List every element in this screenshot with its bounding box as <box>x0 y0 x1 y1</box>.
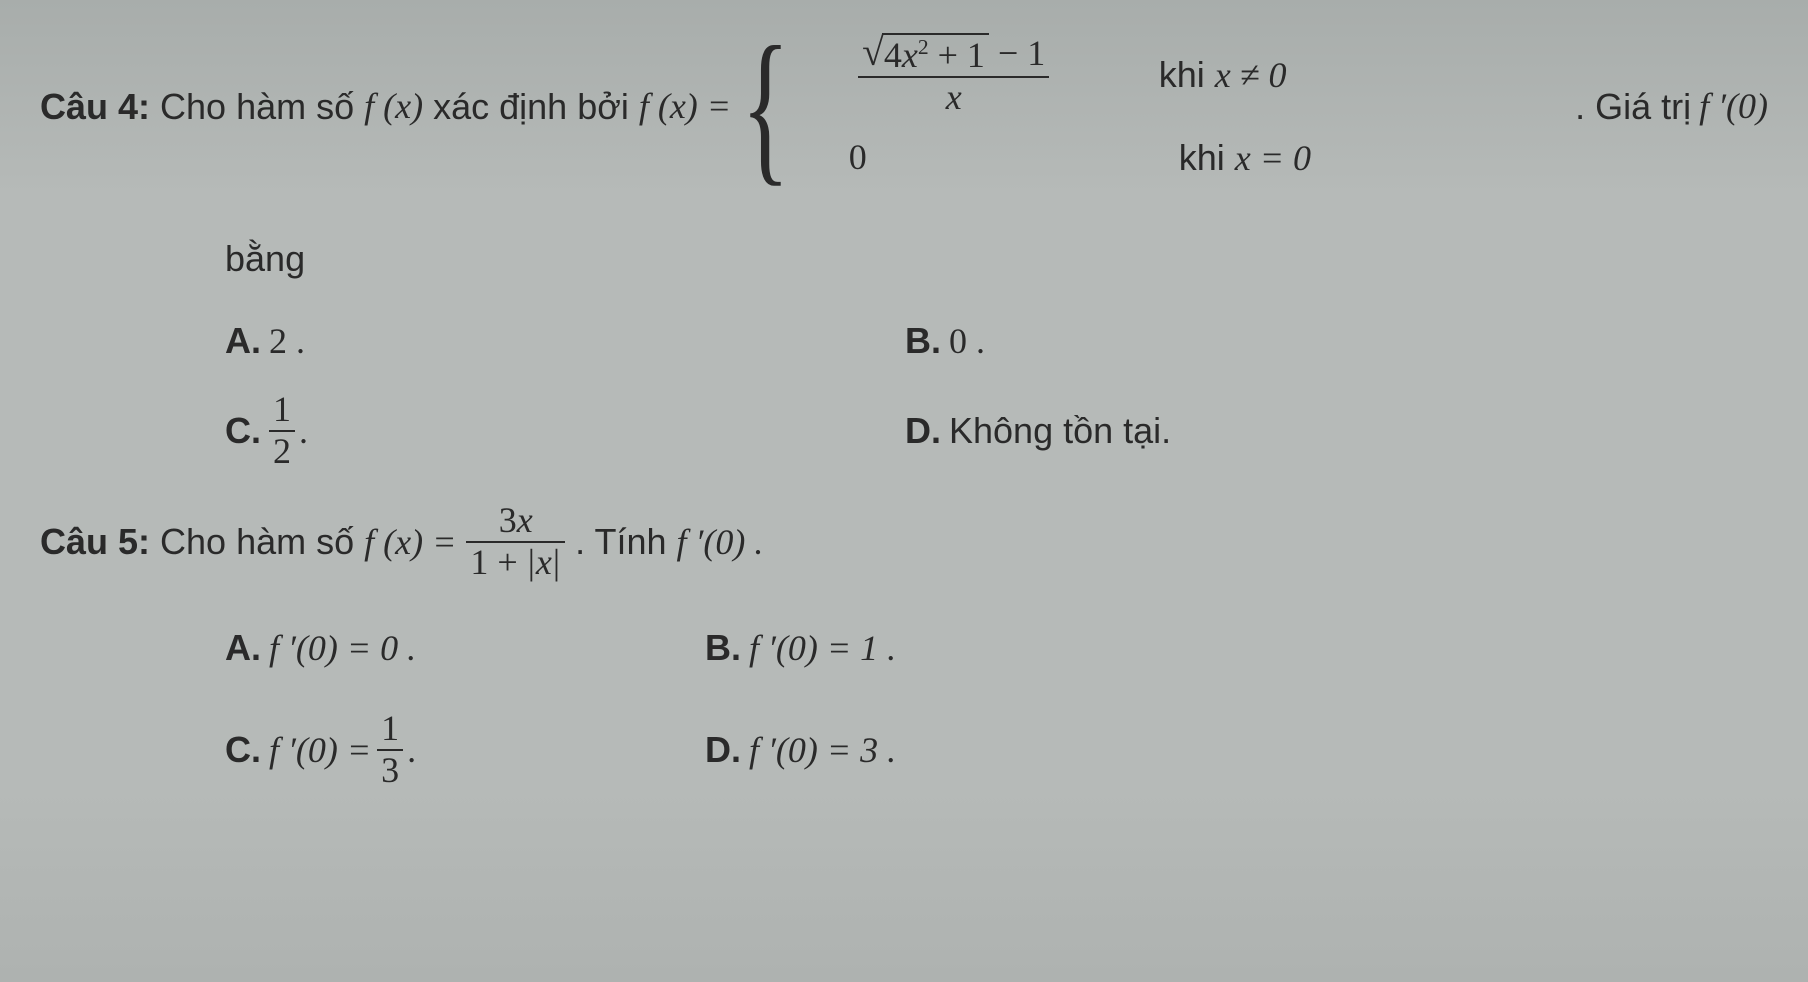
q5-optC-dot: . <box>407 729 416 771</box>
q4-optC-label: C. <box>225 410 261 452</box>
q4-text-before: Cho hàm số <box>160 85 354 128</box>
q5-optC-label: C. <box>225 729 261 771</box>
radicand-exp: 2 <box>918 35 929 59</box>
q5-optC-frac: 1 3 <box>377 709 403 790</box>
q5-den-pre: 1 + <box>470 542 526 582</box>
q5-optB-label: B. <box>705 627 741 669</box>
q5-opt-row-2: C. f ′(0) = 1 3 . D. f ′(0) = 3 . <box>225 709 1768 790</box>
piece1-cond-math: x ≠ 0 <box>1215 55 1287 95</box>
q5-optB-math: f ′(0) = 1 . <box>749 627 896 669</box>
piece1-sqrt: √ 4x2 + 1 <box>862 33 989 76</box>
q4-tail-math: f ′(0) <box>1699 85 1768 128</box>
piece1-den: x <box>942 78 966 118</box>
q5-opt-c: C. f ′(0) = 1 3 . <box>225 709 705 790</box>
q5-optC-num: 1 <box>377 709 403 749</box>
q4-label: Câu 4: <box>40 85 150 128</box>
piece1-after-sqrt: − 1 <box>989 33 1045 73</box>
q4-opt-b: B. 0 . <box>905 320 985 362</box>
q5-optC-lhs: f ′(0) = <box>269 729 371 771</box>
q4-tail-text: . Giá trị <box>1575 85 1691 128</box>
q4-optB-label: B. <box>905 320 941 362</box>
q5-after-frac: . Tính <box>575 521 666 563</box>
q5-frac: 3x 1 + |x| <box>466 501 565 582</box>
q4-fx: f (x) <box>364 85 423 128</box>
q4-optD-label: D. <box>905 410 941 452</box>
q4-options: A. 2 . B. 0 . C. 1 2 . <box>225 320 1768 471</box>
piece1-frac: √ 4x2 + 1 − 1 x <box>858 33 1049 118</box>
radicand-x: x <box>902 35 918 75</box>
abs-l: | <box>527 542 536 582</box>
q4-opt-d: D. Không tồn tại. <box>905 410 1171 452</box>
q5-label: Câu 5: <box>40 521 150 563</box>
radical-sign: √ <box>862 33 884 73</box>
q4-tail: . Giá trị f ′(0) <box>1575 85 1768 128</box>
q5-optA-label: A. <box>225 627 261 669</box>
q5-optA-math: f ′(0) = 0 . <box>269 627 416 669</box>
q5-opt-a: A. f ′(0) = 0 . <box>225 627 705 669</box>
q4-piecewise: { √ 4x2 + 1 − 1 <box>741 30 1399 183</box>
piece1-radicand: 4x2 + 1 <box>882 33 989 76</box>
q4-optC-den: 2 <box>269 432 295 472</box>
piece2-expr: 0 <box>829 136 1099 179</box>
left-brace: { <box>741 30 790 183</box>
q4-optA-text: 2 . <box>269 320 305 362</box>
q4-optC-dot: . <box>299 410 308 452</box>
q4-optD-text: Không tồn tại. <box>949 410 1171 452</box>
q4-opt-c: C. 1 2 . <box>225 390 905 471</box>
q5-lhs: f (x) = <box>364 521 456 563</box>
q4-text-mid: xác định bởi <box>433 85 629 128</box>
piece1-num: √ 4x2 + 1 − 1 <box>858 33 1049 76</box>
q5-optD-math: f ′(0) = 3 . <box>749 729 896 771</box>
piece2-cond: khi x = 0 <box>1099 136 1399 180</box>
piece-row-1: √ 4x2 + 1 − 1 x khi x ≠ 0 <box>829 33 1399 118</box>
piece2-cond-math: x = 0 <box>1235 138 1311 178</box>
question-4: Câu 4: Cho hàm số f (x) xác định bởi f (… <box>40 30 1768 183</box>
q4-opt-row-2: C. 1 2 . D. Không tồn tại. <box>225 390 1768 471</box>
q5-den: 1 + |x| <box>466 543 565 583</box>
piece-rows: √ 4x2 + 1 − 1 x khi x ≠ 0 <box>829 33 1399 180</box>
radicand-4: 4 <box>884 35 902 75</box>
question-5: Câu 5: Cho hàm số f (x) = 3x 1 + |x| . T… <box>40 501 1768 582</box>
q5-opt-b: B. f ′(0) = 1 . <box>705 627 896 669</box>
q4-opt-a: A. 2 . <box>225 320 905 362</box>
q5-text-before: Cho hàm số <box>160 521 354 563</box>
q5-after-math: f ′(0) . <box>677 521 764 563</box>
q5-opt-row-1: A. f ′(0) = 0 . B. f ′(0) = 1 . <box>225 627 1768 669</box>
abs-r: | <box>552 542 561 582</box>
piece1-cond: khi x ≠ 0 <box>1079 53 1379 97</box>
q5-num: 3x <box>495 501 537 541</box>
q4-bang: bằng <box>225 238 1768 280</box>
q5-optD-label: D. <box>705 729 741 771</box>
q4-opt-row-1: A. 2 . B. 0 . <box>225 320 1768 362</box>
q4-lhs: f (x) = <box>639 85 731 128</box>
q5-opt-d: D. f ′(0) = 3 . <box>705 729 896 771</box>
piece2-cond-prefix: khi <box>1179 137 1235 178</box>
piece-row-2: 0 khi x = 0 <box>829 136 1399 180</box>
q5-options: A. f ′(0) = 0 . B. f ′(0) = 1 . C. f ′(0… <box>225 627 1768 790</box>
abs-mid: x <box>536 542 552 582</box>
q4-optC-frac: 1 2 <box>269 390 295 471</box>
radicand-tail: + 1 <box>929 35 985 75</box>
q4-optC-num: 1 <box>269 390 295 430</box>
q4-optA-label: A. <box>225 320 261 362</box>
q4-optB-text: 0 . <box>949 320 985 362</box>
page: Câu 4: Cho hàm số f (x) xác định bởi f (… <box>0 0 1808 982</box>
piece1-cond-prefix: khi <box>1159 54 1215 95</box>
piece1-expr: √ 4x2 + 1 − 1 x <box>829 33 1079 118</box>
q5-optC-den: 3 <box>377 751 403 791</box>
